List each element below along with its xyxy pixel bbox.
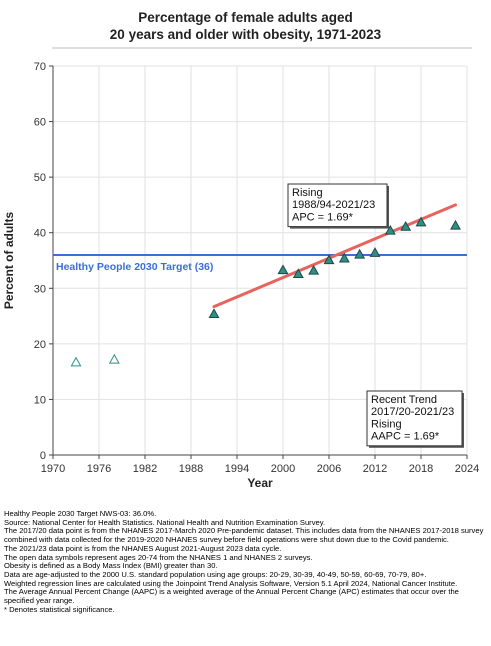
data-point-filled	[323, 254, 335, 265]
x-tick-label: 1988	[179, 463, 203, 475]
plot-area	[53, 66, 467, 455]
x-tick-label: 2018	[409, 463, 433, 475]
x-tick-label: 1982	[133, 463, 157, 475]
data-point-filled	[450, 219, 461, 230]
annotation-recent-trend-line: Rising	[371, 418, 402, 430]
x-tick-label: 2024	[455, 463, 479, 475]
annotation-rising-line: APC = 1.69*	[292, 211, 354, 223]
x-tick-label: 2012	[363, 463, 387, 475]
note-2021-23: The 2021/23 data point is from the NHANE…	[4, 543, 282, 553]
x-tick-label: 2000	[271, 463, 295, 475]
x-tick-label: 1994	[225, 463, 249, 475]
annotation-recent-trend-box	[366, 390, 463, 447]
data-point-filled	[292, 268, 304, 279]
y-tick-label: 40	[34, 228, 46, 240]
annotation-rising-box	[287, 183, 388, 228]
y-tick-label: 10	[34, 394, 46, 406]
annotation-recent-trend-line: 2017/20-2021/23	[371, 406, 454, 418]
note-source: Source: National Center for Health Stati…	[4, 517, 326, 527]
chart-title-line: 20 years and older with obesity, 1971-20…	[110, 27, 382, 42]
data-point-filled	[400, 220, 412, 231]
x-tick-label: 1970	[41, 463, 65, 475]
data-point-filled	[308, 264, 320, 275]
y-tick-label: 0	[40, 450, 46, 462]
y-tick-label: 70	[34, 61, 46, 73]
y-axis-label: Percent of adults	[2, 212, 16, 310]
annotation-recent-trend-line: AAPC = 1.69*	[371, 431, 440, 443]
y-tick-label: 60	[34, 117, 46, 129]
data-point-open	[70, 356, 82, 367]
chart-title-line: Percentage of female adults aged	[138, 10, 353, 25]
data-point-filled	[384, 224, 396, 235]
data-point-filled	[415, 216, 427, 227]
data-point-filled	[277, 264, 289, 275]
data-point-open	[108, 353, 120, 364]
data-point-filled	[338, 252, 350, 263]
trend-line	[212, 203, 457, 309]
note-aapc: The Average Annual Percent Change (AAPC)…	[4, 587, 459, 606]
y-tick-label: 20	[34, 339, 46, 351]
x-tick-label: 1976	[87, 463, 111, 475]
y-tick-label: 50	[34, 172, 46, 184]
note-regression: Weighted regression lines are calculated…	[4, 578, 458, 588]
annotation-rising-line: Rising	[292, 187, 323, 199]
chart-notes: Healthy People 2030 Target NWS-03: 36.0%…	[4, 509, 488, 614]
target-label: Healthy People 2030 Target (36)	[56, 261, 213, 273]
note-obesity-definition: Obesity is defined as a Body Mass Index …	[4, 561, 218, 571]
obesity-chart: Percentage of female adults aged 20 years…	[2, 10, 479, 490]
data-point-filled	[369, 247, 381, 257]
y-tick-label: 30	[34, 283, 46, 295]
annotation-recent-trend-line: Recent Trend	[371, 394, 437, 406]
note-age-adjusted: Data are age-adjusted to the 2000 U.S. s…	[4, 569, 427, 579]
note-significance: * Denotes statistical significance.	[4, 604, 115, 614]
x-axis-label: Year	[247, 476, 273, 490]
note-target: Healthy People 2030 Target NWS-03: 36.0%…	[4, 509, 157, 518]
data-point-filled	[208, 308, 220, 319]
annotation-rising-line: 1988/94-2021/23	[292, 199, 375, 211]
note-2017-20: The 2017/20 data point is from the NHANE…	[4, 526, 484, 545]
data-point-filled	[354, 248, 366, 259]
note-open-symbols: The open data symbols represent ages 20-…	[4, 552, 313, 562]
x-tick-label: 2006	[317, 463, 341, 475]
